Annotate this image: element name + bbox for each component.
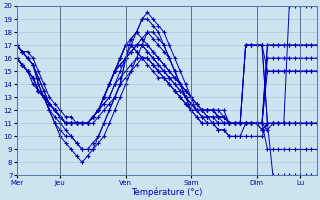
X-axis label: Température (°c): Température (°c) (131, 187, 202, 197)
